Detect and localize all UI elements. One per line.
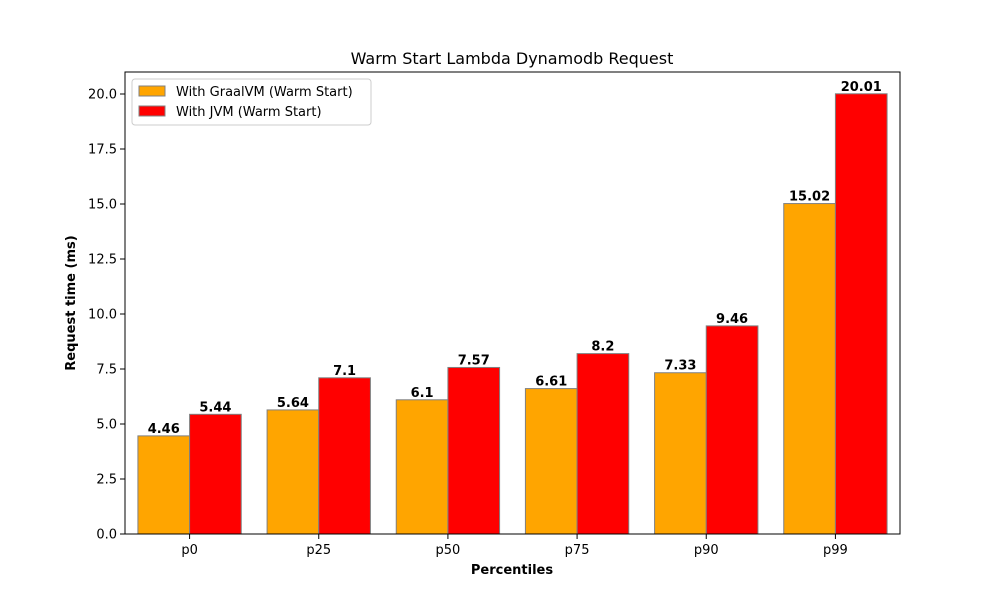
- data-label-jvm-p0: 5.44: [199, 400, 231, 415]
- y-tick-label: 10.0: [88, 308, 117, 323]
- data-label-graalvm-p0: 4.46: [148, 422, 180, 437]
- bar-graalvm-p99: [783, 203, 836, 535]
- legend-label-graalvm: With GraalVM (Warm Start): [176, 85, 353, 100]
- data-label-jvm-p90: 9.46: [716, 312, 748, 327]
- bar-graalvm-p25: [266, 409, 320, 535]
- bar-graalvm-p0: [137, 435, 191, 535]
- bar-graalvm-p50: [395, 399, 449, 535]
- y-tick-label: 7.5: [96, 363, 117, 378]
- data-label-jvm-p75: 8.2: [591, 340, 614, 355]
- chart-title: Warm Start Lambda Dynamodb Request: [351, 49, 674, 68]
- x-tick-label-p75: p75: [565, 543, 590, 558]
- y-axis-label: Request time (ms): [64, 235, 79, 370]
- data-label-graalvm-p50: 6.1: [411, 386, 434, 401]
- data-label-graalvm-p90: 7.33: [664, 359, 696, 374]
- x-tick-label-p0: p0: [181, 543, 198, 558]
- bar-jvm-p25: [318, 377, 371, 535]
- x-axis: p0 p25 p50 p75 p90 p99: [181, 534, 848, 558]
- plot-frame: [124, 71, 901, 535]
- y-tick-label: 12.5: [88, 253, 117, 268]
- x-axis-label: Percentiles: [471, 563, 553, 578]
- y-tick-label: 2.5: [96, 473, 117, 488]
- bar-jvm-p90: [705, 325, 759, 535]
- legend: With GraalVM (Warm Start) With JVM (Warm…: [131, 78, 372, 126]
- data-label-jvm-p50: 7.57: [458, 353, 490, 368]
- bars-group: [137, 93, 888, 535]
- data-label-graalvm-p75: 6.61: [535, 375, 567, 390]
- data-label-jvm-p25: 7.1: [333, 364, 356, 379]
- bar-jvm-p99: [834, 93, 888, 535]
- x-tick-label-p99: p99: [823, 543, 848, 558]
- x-tick-label-p50: p50: [436, 543, 461, 558]
- bar-jvm-p0: [189, 413, 242, 535]
- y-tick-label: 17.5: [88, 143, 117, 158]
- legend-swatch-graalvm: [138, 85, 166, 97]
- y-tick-label: 15.0: [88, 198, 117, 213]
- y-tick-label: 20.0: [88, 88, 117, 103]
- data-label-graalvm-p99: 15.02: [789, 190, 830, 205]
- bar-jvm-p75: [576, 353, 630, 535]
- bar-graalvm-p75: [524, 388, 578, 535]
- x-tick-label-p25: p25: [306, 543, 331, 558]
- data-label-graalvm-p25: 5.64: [277, 396, 309, 411]
- data-labels-group: 4.46 5.44 5.64 7.1 6.1 7.57 6.61 8.2 7.33 9.46 15.…: [148, 80, 882, 437]
- data-label-jvm-p99: 20.01: [841, 80, 882, 95]
- legend-swatch-jvm: [138, 105, 166, 117]
- y-axis: 0.0 2.5 5.0 7.5 10.0 12.5 15.0 17.5 20.0: [88, 88, 125, 543]
- y-tick-label: 5.0: [96, 418, 117, 433]
- bar-graalvm-p90: [654, 372, 707, 535]
- legend-label-jvm: With JVM (Warm Start): [176, 105, 322, 120]
- bar-jvm-p50: [447, 366, 501, 535]
- legend-box: [131, 78, 372, 126]
- y-tick-label: 0.0: [96, 528, 117, 543]
- x-tick-label-p90: p90: [694, 543, 719, 558]
